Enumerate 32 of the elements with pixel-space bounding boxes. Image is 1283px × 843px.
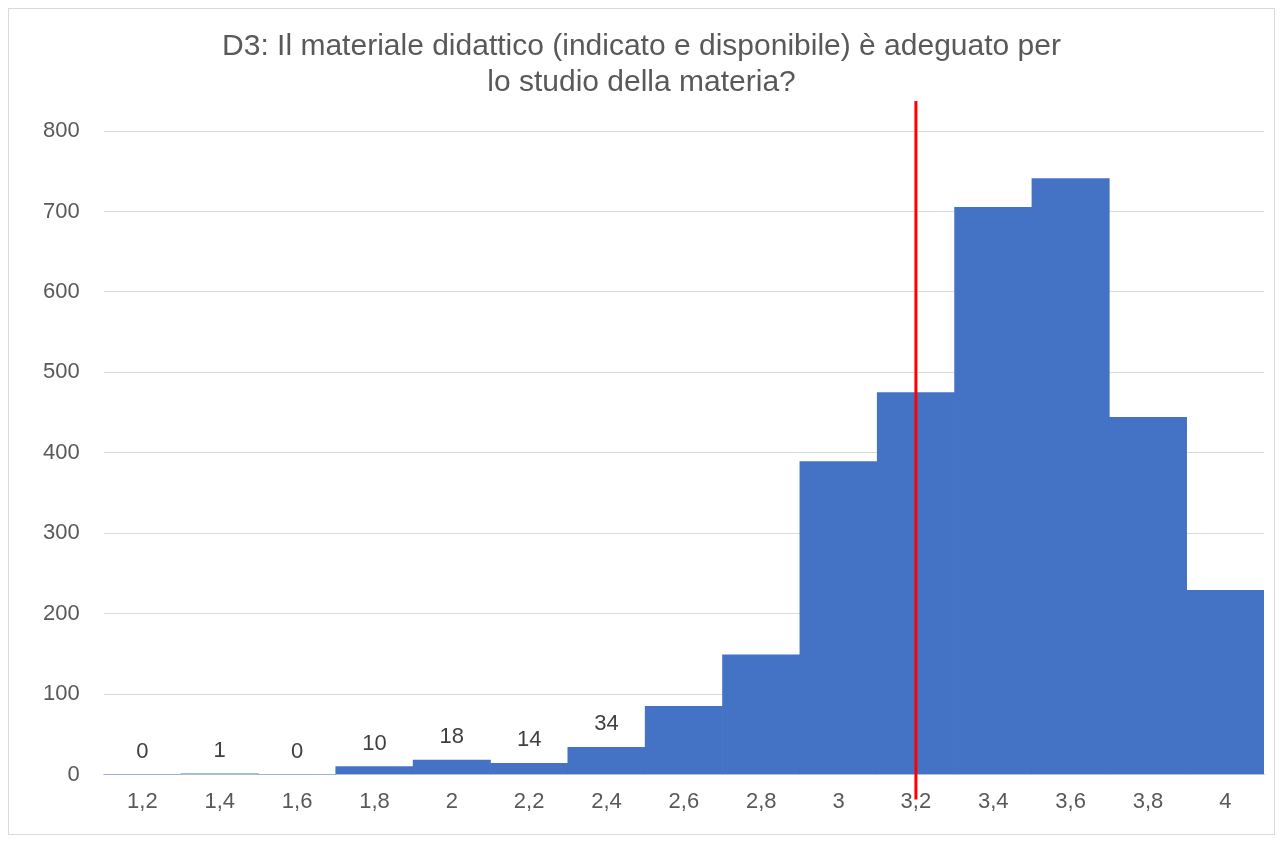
x-tick-label: 3,4	[977, 787, 1009, 813]
x-tick-label: 3	[832, 787, 845, 813]
x-tick-label: 2,4	[591, 787, 622, 813]
y-tick-label: 300	[42, 519, 80, 545]
y-tick-label: 200	[42, 599, 80, 625]
y-tick-label: 400	[42, 438, 80, 464]
x-tick-label: 2,2	[513, 787, 545, 813]
x-tick-label: 2,6	[668, 787, 700, 813]
chart-title: D3: Il materiale didattico (indicato e disponibile) è adeguato per lo studio della materia?	[222, 28, 1061, 98]
x-tick-label: 1,6	[281, 787, 313, 813]
x-tick-label: 1,2	[127, 787, 158, 813]
x-tick-label: 3,8	[1132, 787, 1164, 813]
x-tick-label: 2,8	[745, 787, 777, 813]
x-tick-label: 1,8	[359, 787, 390, 813]
y-tick-label: 0	[67, 760, 80, 786]
x-tick-label: 1,4	[204, 787, 236, 813]
x-tick-label: 3,2	[900, 787, 932, 813]
data-label: 1	[213, 736, 226, 762]
y-tick-label: 600	[42, 277, 80, 303]
data-label: 14	[516, 726, 542, 752]
y-tick-label: 100	[42, 680, 80, 706]
data-label: 34	[594, 710, 619, 736]
data-label: 18	[439, 723, 465, 749]
data-label: 10	[362, 729, 387, 755]
x-tick-label: 4	[1219, 787, 1232, 813]
x-tick-label: 3,6	[1055, 787, 1086, 813]
y-tick-label: 700	[42, 197, 80, 223]
data-label: 0	[136, 737, 149, 763]
data-label: 0	[290, 737, 304, 763]
x-tick-label: 2	[445, 787, 458, 813]
y-tick-label: 500	[42, 358, 80, 384]
y-tick-label: 800	[42, 117, 80, 143]
